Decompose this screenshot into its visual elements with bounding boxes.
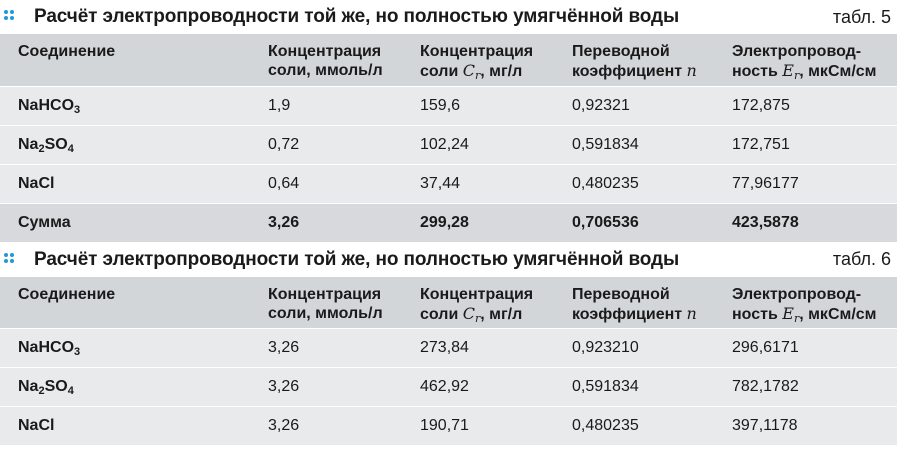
header-conc-mmol: Концентрация соли, ммоль/л xyxy=(250,34,402,87)
compound-cell: Na2SO4 xyxy=(0,125,250,165)
value-cell: 3,26 xyxy=(250,406,402,446)
value-cell: 0,72 xyxy=(250,125,402,165)
header-coefficient: Переводной коэффициент n xyxy=(554,276,714,329)
header-row: Соединение Концентрация соли, ммоль/л Кон… xyxy=(0,276,897,329)
value-cell: 190,71 xyxy=(402,406,554,446)
total-cell: 299,28 xyxy=(402,203,554,243)
value-cell: 172,875 xyxy=(714,86,897,126)
table-5-block: Расчёт электропроводности той же, но пол… xyxy=(0,0,897,243)
value-cell: 102,24 xyxy=(402,125,554,165)
compound-cell: NaHCO3 xyxy=(0,328,250,368)
bullet-dots-icon xyxy=(4,252,20,267)
table-row: NaCl 3,26 190,71 0,480235 397,1178 xyxy=(0,406,897,446)
value-cell: 782,1782 xyxy=(714,367,897,407)
table-number: табл. 6 xyxy=(832,249,891,269)
value-cell: 0,92321 xyxy=(554,86,714,126)
table-row: NaCl 0,64 37,44 0,480235 77,96177 xyxy=(0,164,897,204)
value-cell: 296,6171 xyxy=(714,328,897,368)
value-cell: 77,96177 xyxy=(714,164,897,204)
total-cell: 0,706536 xyxy=(554,203,714,243)
header-compound: Соединение xyxy=(0,34,250,87)
value-cell: 0,591834 xyxy=(554,367,714,407)
value-cell: 0,480235 xyxy=(554,406,714,446)
value-cell: 0,480235 xyxy=(554,164,714,204)
table-6-block: Расчёт электропроводности той же, но пол… xyxy=(0,243,897,446)
header-conc-mg: Концентрация соли Cr, мг/л xyxy=(402,34,554,87)
value-cell: 0,64 xyxy=(250,164,402,204)
total-row: Сумма 3,26 299,28 0,706536 423,5878 xyxy=(0,203,897,243)
header-conc-mmol: Концентрация соли, ммоль/л xyxy=(250,276,402,329)
header-coefficient: Переводной коэффициент n xyxy=(554,34,714,87)
compound-cell: Na2SO4 xyxy=(0,367,250,407)
header-conductivity: Электропровод-ность Er, мкСм/см xyxy=(714,34,897,87)
value-cell: 397,1178 xyxy=(714,406,897,446)
bullet-dots-icon xyxy=(4,10,20,24)
value-cell: 37,44 xyxy=(402,164,554,204)
header-compound: Соединение xyxy=(0,276,250,329)
value-cell: 1,9 xyxy=(250,86,402,126)
header-row: Соединение Концентрация соли, ммоль/л Кон… xyxy=(0,34,897,87)
table-title: Расчёт электропроводности той же, но пол… xyxy=(34,6,680,27)
data-table: Соединение Концентрация соли, ммоль/л Кон… xyxy=(0,34,897,243)
value-cell: 3,26 xyxy=(250,328,402,368)
total-label: Сумма xyxy=(0,203,250,243)
value-cell: 0,591834 xyxy=(554,125,714,165)
table-row: NaHCO3 3,26 273,84 0,923210 296,6171 xyxy=(0,328,897,368)
table-row: Na2SO4 0,72 102,24 0,591834 172,751 xyxy=(0,125,897,165)
value-cell: 3,26 xyxy=(250,367,402,407)
compound-cell: NaCl xyxy=(0,406,250,446)
table-row: Na2SO4 3,26 462,92 0,591834 782,1782 xyxy=(0,367,897,407)
table-title: Расчёт электропроводности той же, но пол… xyxy=(34,248,680,270)
table-caption: Расчёт электропроводности той же, но пол… xyxy=(0,0,897,34)
total-cell: 3,26 xyxy=(250,203,402,243)
data-table: Соединение Концентрация соли, ммоль/л Кон… xyxy=(0,276,897,446)
value-cell: 0,923210 xyxy=(554,328,714,368)
value-cell: 273,84 xyxy=(402,328,554,368)
compound-cell: NaCl xyxy=(0,164,250,204)
total-cell: 423,5878 xyxy=(714,203,897,243)
value-cell: 462,92 xyxy=(402,367,554,407)
header-conductivity: Электропровод-ность Er, мкСм/см xyxy=(714,276,897,329)
table-number: табл. 5 xyxy=(832,6,891,27)
table-caption: Расчёт электропроводности той же, но пол… xyxy=(0,243,897,277)
table-row: NaHCO3 1,9 159,6 0,92321 172,875 xyxy=(0,86,897,126)
value-cell: 172,751 xyxy=(714,125,897,165)
header-conc-mg: Концентрация соли Cr, мг/л xyxy=(402,276,554,329)
value-cell: 159,6 xyxy=(402,86,554,126)
compound-cell: NaHCO3 xyxy=(0,86,250,126)
